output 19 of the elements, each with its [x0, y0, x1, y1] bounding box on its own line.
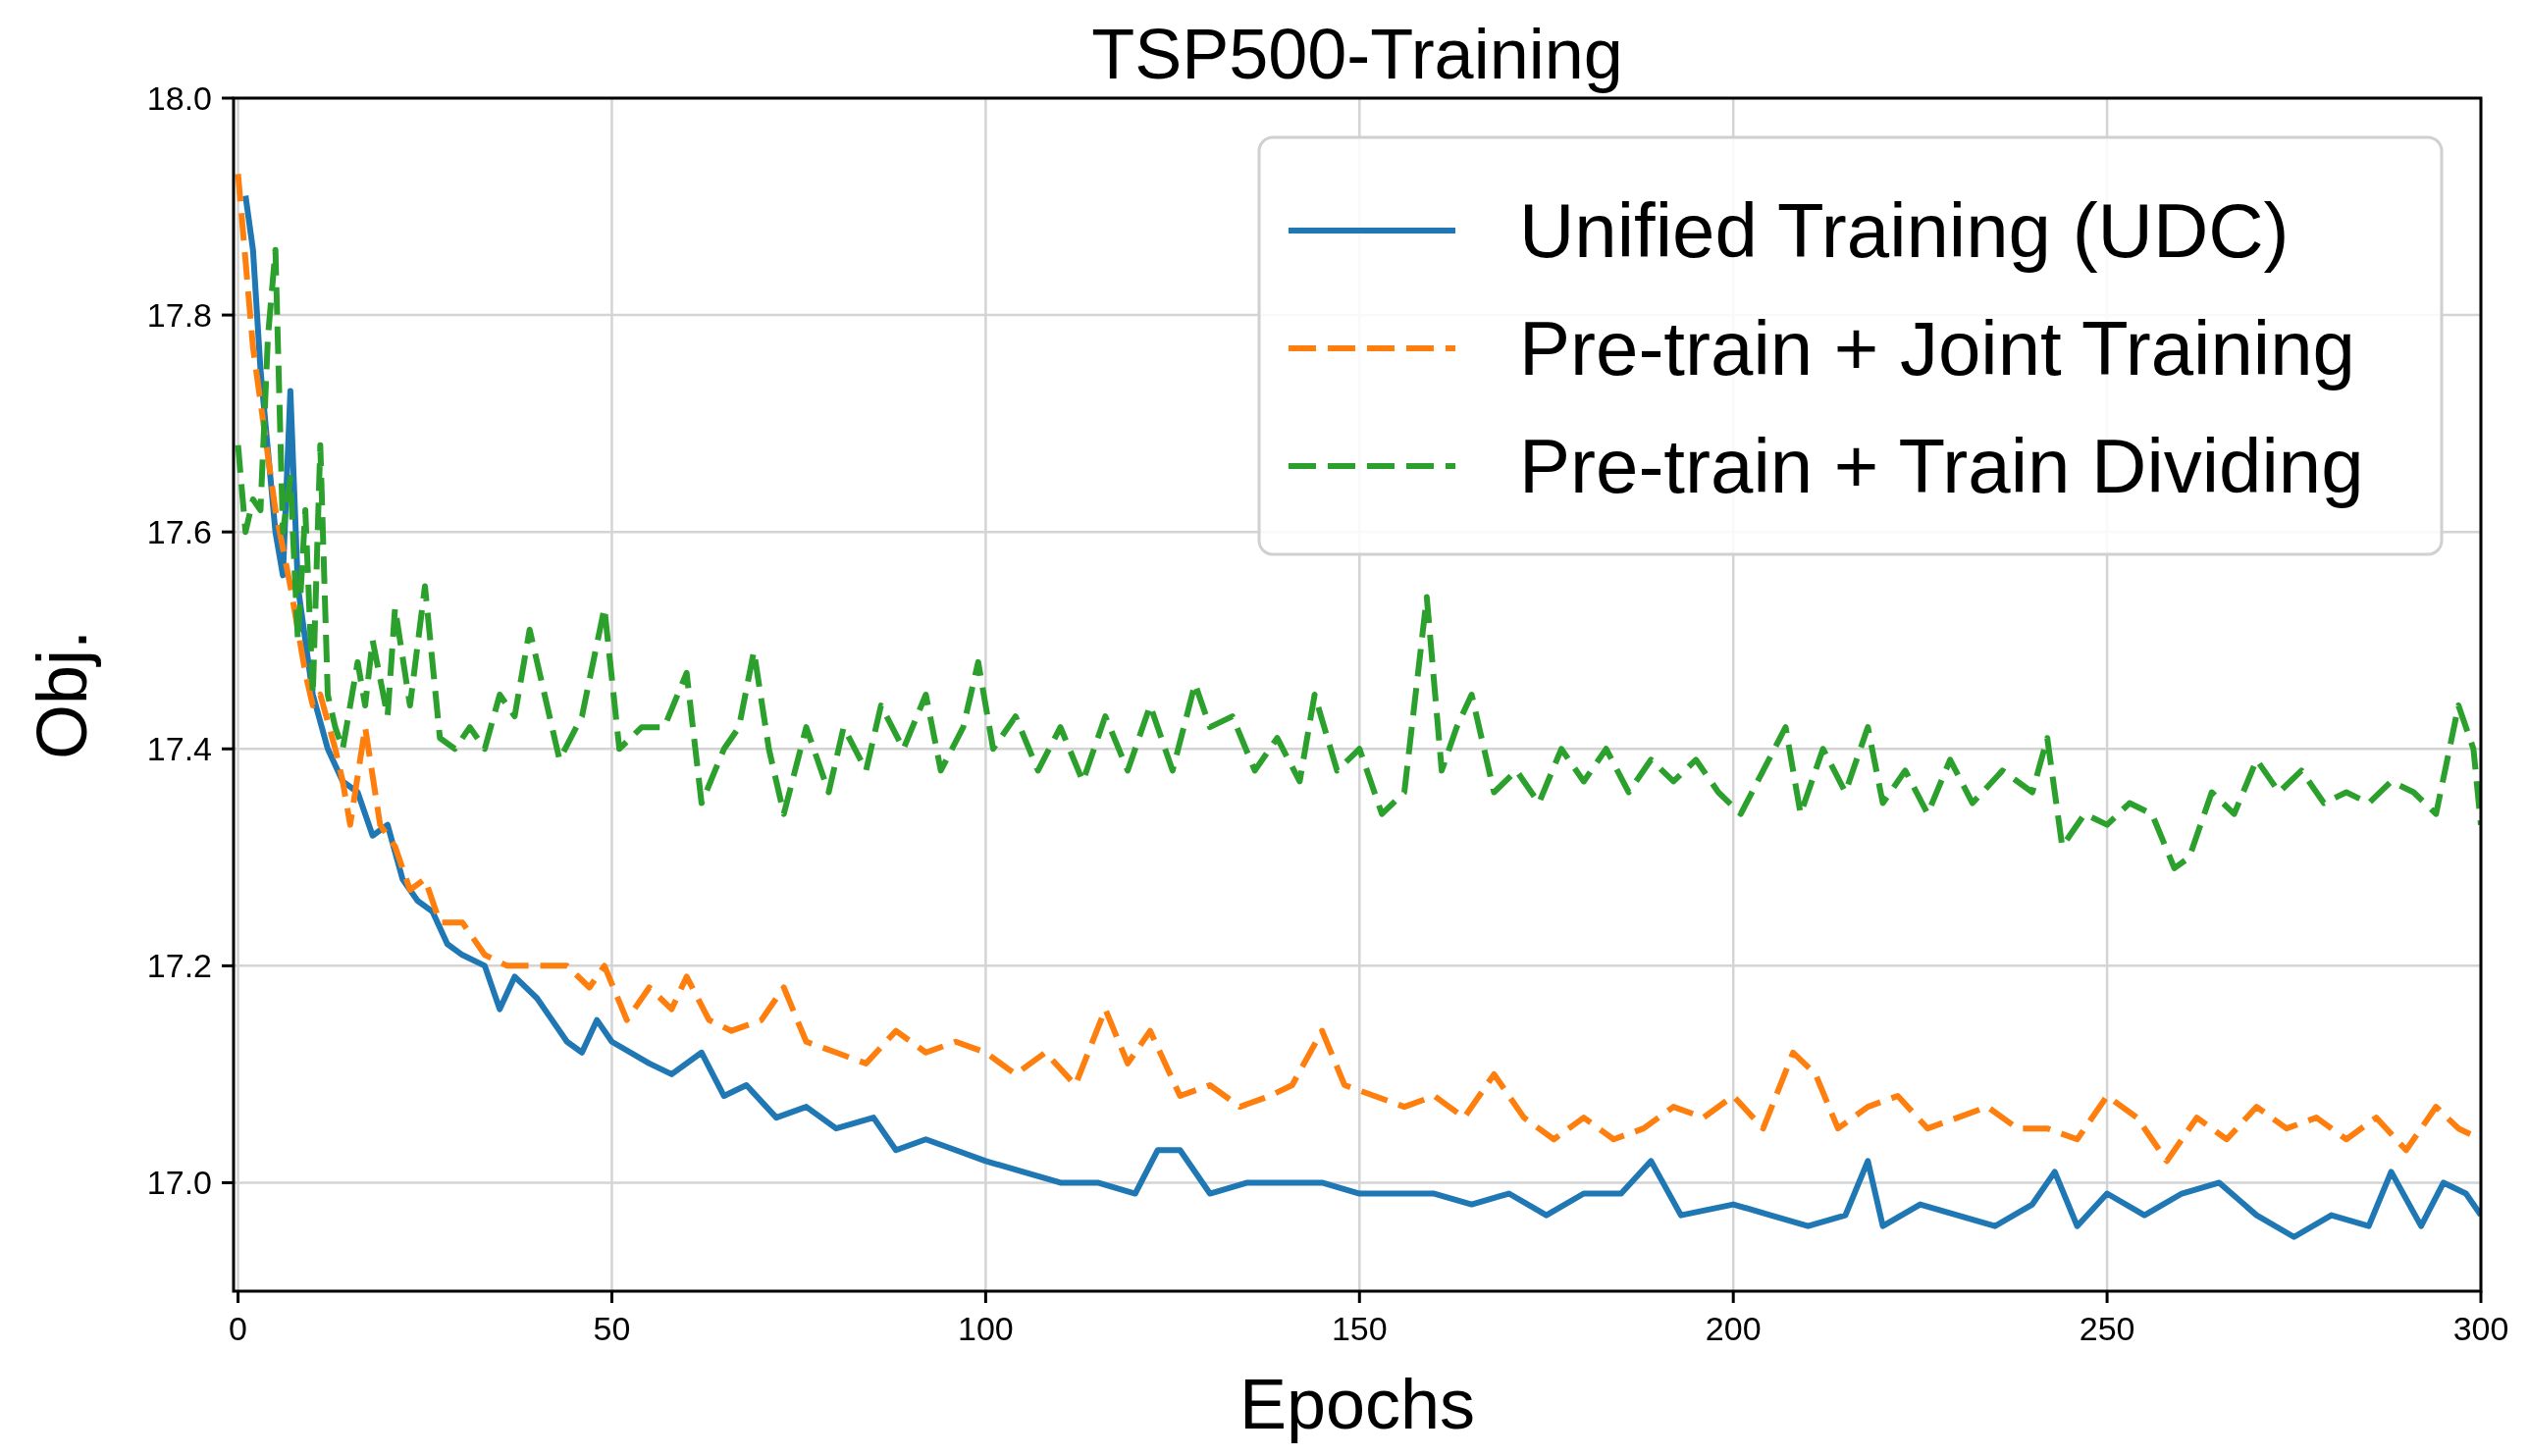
- y-tick-label: 17.0: [146, 1164, 212, 1202]
- y-tick-label: 17.4: [146, 730, 212, 768]
- legend-label: Unified Training (UDC): [1519, 187, 2290, 275]
- y-tick-label: 17.8: [146, 295, 212, 334]
- chart-title: TSP500-Training: [1091, 15, 1623, 93]
- x-tick-label: 250: [2079, 1310, 2135, 1347]
- y-axis-title: Obj.: [23, 629, 101, 760]
- x-axis-title: Epochs: [1238, 1365, 1476, 1443]
- x-tick-label: 0: [229, 1310, 248, 1347]
- y-tick-label: 18.0: [146, 78, 212, 117]
- legend-label: Pre-train + Train Dividing: [1519, 423, 2364, 510]
- y-tick-label: 17.2: [146, 947, 212, 985]
- x-tick-label: 100: [958, 1310, 1014, 1347]
- x-tick-label: 200: [1705, 1310, 1762, 1347]
- legend-label: Pre-train + Joint Training: [1519, 305, 2355, 392]
- x-tick-label: 50: [593, 1310, 631, 1347]
- y-tick-label: 17.6: [146, 513, 212, 551]
- x-tick-label: 150: [1331, 1310, 1388, 1347]
- x-tick-label: 300: [2452, 1310, 2509, 1347]
